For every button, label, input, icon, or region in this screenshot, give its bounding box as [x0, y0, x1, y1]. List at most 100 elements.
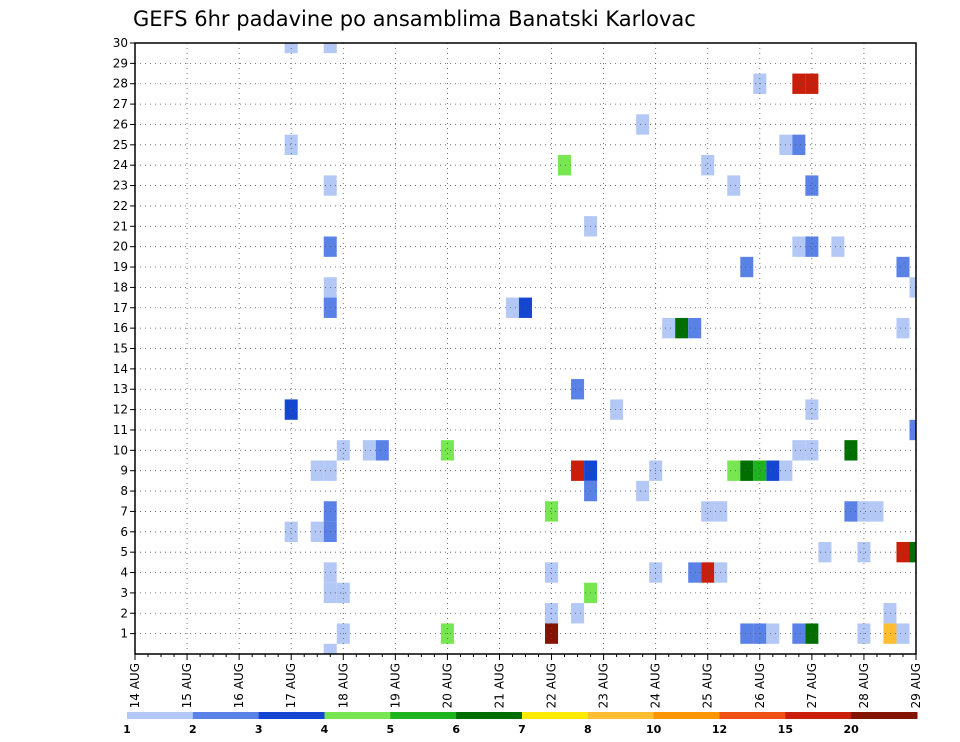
x-tick-label: 19 AUG [388, 663, 402, 708]
precip-cell [818, 541, 832, 563]
precip-cell [805, 440, 819, 461]
colorbar-swatch [456, 712, 523, 719]
precip-cell [727, 460, 741, 481]
precip-cell [805, 236, 819, 257]
precip-cell [636, 480, 650, 502]
precip-cell [909, 419, 916, 441]
precip-cell [545, 501, 559, 522]
y-tick-label: 28 [113, 77, 128, 91]
y-tick-label: 23 [113, 179, 128, 193]
precip-cell [323, 643, 337, 654]
x-tick-label: 20 AUG [440, 663, 454, 708]
colorbar: 1 2 3 4 5 6 7 8 10 12 15 20 [123, 712, 918, 736]
precip-cell [571, 603, 585, 624]
precip-cell [857, 541, 871, 563]
precip-cell [636, 114, 650, 135]
y-tick-label: 14 [113, 362, 128, 376]
y-axis: 1234567891011121314151617181920212223242… [113, 36, 135, 641]
y-tick-label: 3 [120, 586, 128, 600]
precip-cell [857, 501, 871, 522]
grid-lines [135, 43, 916, 654]
y-tick-label: 30 [113, 36, 128, 50]
colorbar-label: 4 [321, 723, 329, 736]
x-tick-label: 29 AUG [909, 663, 923, 708]
colorbar-label: 5 [387, 723, 395, 736]
colorbar-swatch [851, 712, 918, 719]
colorbar-swatch [653, 712, 720, 719]
precip-cell [805, 399, 819, 420]
precip-cell [766, 460, 780, 481]
y-tick-label: 17 [113, 301, 128, 315]
y-tick-label: 15 [113, 342, 128, 356]
colorbar-label: 20 [844, 723, 860, 736]
x-tick-label: 17 AUG [284, 663, 298, 708]
colorbar-label: 12 [712, 723, 727, 736]
precip-cell [701, 155, 715, 176]
y-tick-label: 9 [120, 464, 128, 478]
y-tick-label: 18 [113, 280, 128, 294]
x-tick-label: 25 AUG [701, 663, 715, 708]
precip-cell [284, 521, 298, 542]
precip-cell [870, 501, 884, 522]
y-tick-label: 25 [113, 138, 128, 152]
colorbar-swatch [192, 712, 260, 719]
y-tick-label: 12 [113, 403, 128, 417]
colorbar-swatch [587, 712, 655, 719]
colorbar-swatch [258, 712, 325, 719]
precip-cell [740, 256, 754, 278]
y-tick-label: 8 [120, 484, 128, 498]
precip-cell [688, 317, 702, 339]
colorbar-label: 8 [584, 723, 592, 736]
x-tick-label: 28 AUG [857, 663, 871, 708]
precip-cell [284, 399, 298, 420]
y-tick-label: 24 [113, 158, 128, 172]
y-tick-label: 11 [113, 423, 128, 437]
y-tick-label: 16 [113, 321, 128, 335]
precip-cell [571, 460, 585, 481]
precip-cell [323, 43, 337, 54]
colorbar-swatch [127, 712, 194, 719]
colorbar-swatch [719, 712, 786, 719]
precip-cell [792, 134, 806, 156]
x-tick-label: 18 AUG [336, 663, 350, 708]
precip-cell [336, 440, 350, 461]
precip-cell [792, 623, 806, 644]
y-tick-label: 4 [120, 566, 128, 580]
precip-cell [310, 521, 324, 542]
precip-cell [310, 460, 324, 481]
precip-cell [896, 541, 910, 563]
y-tick-label: 19 [113, 260, 128, 274]
precipitation-cells [284, 43, 916, 654]
x-tick-label: 23 AUG [597, 663, 611, 708]
precip-cell [896, 623, 910, 644]
chart-title: GEFS 6hr padavine po ansamblima Banatski… [133, 7, 696, 31]
precip-cell [336, 582, 350, 604]
colorbar-label: 1 [123, 723, 131, 736]
colorbar-swatch [785, 712, 852, 719]
y-tick-label: 10 [113, 443, 128, 457]
precip-cell [740, 623, 754, 644]
precip-cell [375, 440, 389, 461]
precip-cell [896, 317, 910, 339]
colorbar-label: 15 [778, 723, 793, 736]
y-tick-label: 7 [120, 504, 128, 518]
y-tick-label: 29 [113, 56, 128, 70]
precip-cell [909, 541, 916, 563]
precip-cell [701, 501, 715, 522]
precip-cell [740, 460, 754, 481]
y-tick-label: 5 [120, 545, 128, 559]
colorbar-swatch [324, 712, 391, 719]
precip-cell [727, 175, 741, 196]
precip-cell [883, 603, 897, 624]
y-tick-label: 27 [113, 97, 128, 111]
precip-cell [766, 623, 780, 644]
precip-cell [362, 440, 376, 461]
y-tick-label: 26 [113, 117, 128, 131]
precip-cell [909, 277, 916, 298]
precip-cell [701, 562, 715, 583]
x-tick-label: 21 AUG [492, 663, 506, 708]
y-tick-label: 6 [120, 525, 128, 539]
precip-cell [896, 256, 910, 278]
precip-cell [440, 440, 454, 461]
